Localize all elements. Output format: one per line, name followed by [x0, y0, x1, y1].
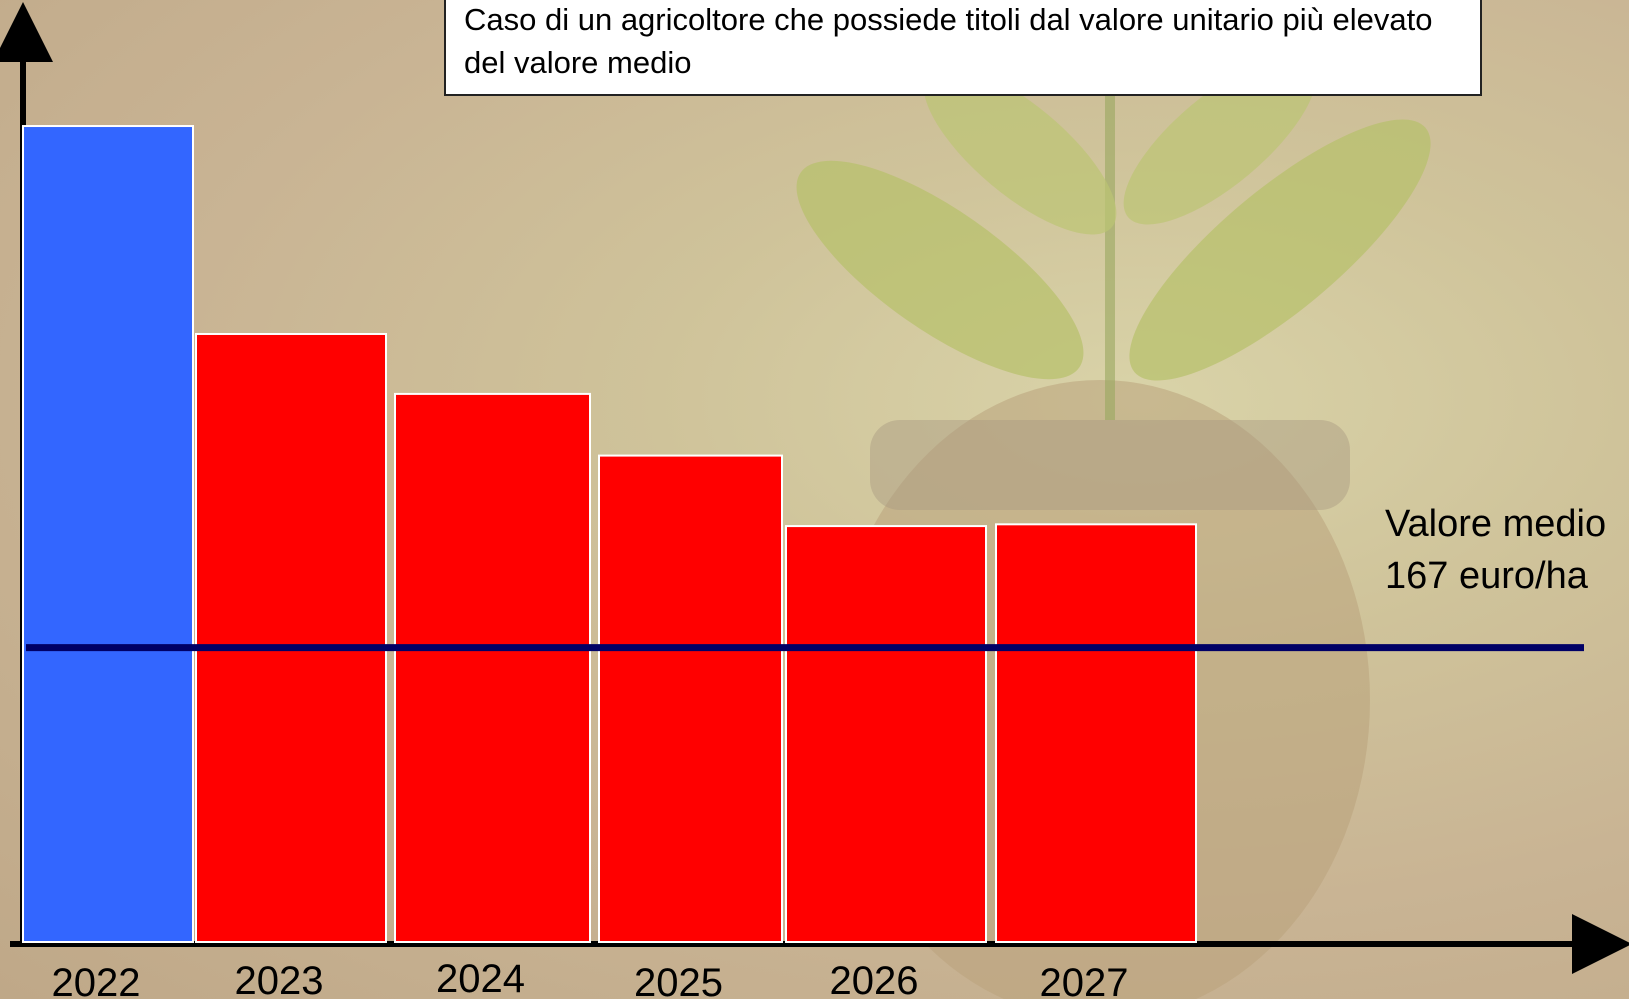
- x-tick-label: 2022: [52, 961, 141, 999]
- bar: [599, 456, 782, 942]
- bar: [395, 394, 590, 942]
- bar: [786, 526, 986, 942]
- x-tick-label: 2023: [235, 959, 324, 999]
- slide: 2022 2023 2024 2025 2026 2027 Valore medio 167 …: [0, 0, 1629, 999]
- bar: [23, 126, 193, 942]
- x-tick-label: 2026: [830, 959, 919, 999]
- x-tick-label: 2024: [436, 957, 525, 999]
- bar: [196, 334, 386, 942]
- reference-label: 167 euro/ha: [1385, 555, 1589, 597]
- chart-title: Caso di un agricoltore che possiede tito…: [444, 0, 1482, 96]
- x-tick-label: 2025: [634, 961, 723, 999]
- reference-label: Valore medio: [1385, 503, 1606, 545]
- bar: [996, 524, 1196, 942]
- chart: 2022 2023 2024 2025 2026 2027 Valore medio 167 …: [0, 0, 1629, 999]
- x-tick-label: 2027: [1040, 961, 1129, 999]
